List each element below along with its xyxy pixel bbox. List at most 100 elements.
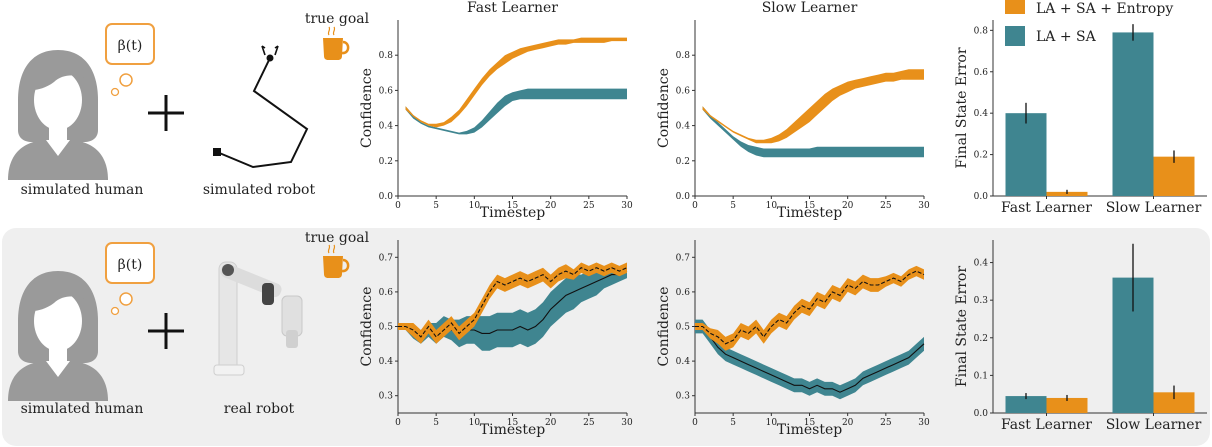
y-tick-label: 0.4	[974, 109, 989, 119]
x-tick-label: 20	[842, 418, 854, 428]
x-tick-label: 25	[880, 201, 892, 211]
top-mug-icon	[321, 25, 350, 62]
bottom-plus-icon	[148, 313, 184, 349]
x-tick-label: 30	[621, 201, 633, 211]
x-tick-label: 0	[692, 201, 698, 211]
bar-la-sa	[1112, 32, 1154, 197]
category-label: Slow Learner	[1106, 417, 1202, 433]
top-thought-bubble: β(t)	[105, 23, 155, 97]
top-plus-icon	[148, 95, 184, 131]
x-tick-label: 15	[804, 418, 816, 428]
x-tick-label: 25	[583, 201, 595, 211]
x-axis-label: Timestep	[480, 205, 545, 221]
category-label: Fast Learner	[1001, 417, 1092, 433]
x-tick-label: 20	[545, 418, 557, 428]
x-tick-label: 25	[583, 418, 595, 428]
x-tick-label: 10	[469, 418, 481, 428]
y-tick-label: 0.4	[974, 259, 989, 269]
x-tick-label: 10	[469, 201, 481, 211]
chart-bottom-slow-learner: 0.3 0.4 0.5 0.6 0.7 Confidence 0 5 10 15 20 25 30 Tim…	[656, 240, 930, 438]
x-tick-label: 30	[918, 418, 930, 428]
category-label: Slow Learner	[1106, 200, 1202, 216]
y-axis-label: Confidence	[656, 68, 672, 148]
top-goal-label: true goal	[305, 11, 370, 27]
bottom-mug-icon	[321, 243, 350, 280]
x-tick-label: 25	[880, 418, 892, 428]
y-tick-label: 0.6	[379, 86, 394, 96]
legend-swatch-entropy	[1005, 0, 1025, 14]
series-band-la-sa-entropy	[405, 37, 627, 128]
bottom-thought-bubble: β(t)	[105, 242, 155, 316]
y-axis-label: Final State Error	[954, 47, 970, 168]
legend: LA + SA + Entropy LA + SA	[1005, 0, 1173, 46]
x-tick-label: 5	[433, 418, 439, 428]
y-tick-label: 0.5	[676, 323, 691, 333]
y-tick-label: 0.8	[974, 26, 989, 36]
x-tick-label: 15	[507, 201, 519, 211]
x-tick-label: 30	[918, 201, 930, 211]
y-tick-label: 0.8	[379, 51, 394, 61]
top-human-label: simulated human	[21, 182, 144, 198]
y-tick-label: 0.6	[379, 288, 394, 298]
chart-bottom-final-state-error: 0.0 0.1 0.2 0.3 0.4 Final State Error Fast Lea…	[954, 240, 1207, 433]
top-robot-arm-icon	[213, 45, 309, 169]
category-label: Fast Learner	[1001, 200, 1092, 216]
bar-la-sa-entropy	[1153, 156, 1195, 196]
y-axis-label: Confidence	[359, 68, 375, 148]
x-tick-label: 5	[730, 201, 736, 211]
bottom-human-label: simulated human	[21, 401, 144, 417]
y-tick-label: 0.6	[676, 288, 691, 298]
x-tick-label: 10	[766, 201, 778, 211]
y-tick-label: 0.7	[379, 253, 394, 263]
y-tick-label: 0.0	[974, 192, 989, 202]
y-tick-label: 0.4	[379, 122, 394, 132]
bottom-robot-label: real robot	[224, 401, 295, 417]
chart-top-fast-learner: 0.0 0.2 0.4 0.6 0.8 Confidence 0 5 10 15 20 25 30 Tim…	[359, 0, 633, 221]
y-tick-label: 0.2	[974, 151, 988, 161]
y-tick-label: 0.2	[676, 157, 690, 167]
y-tick-label: 0.4	[676, 122, 691, 132]
x-tick-label: 20	[842, 201, 854, 211]
y-tick-label: 0.1	[974, 371, 988, 381]
y-tick-label: 0.5	[379, 323, 394, 333]
x-tick-label: 5	[730, 418, 736, 428]
series-band-la-sa	[405, 88, 627, 135]
bottom-real-robot-icon	[213, 261, 303, 376]
chart-title: Fast Learner	[467, 0, 558, 16]
y-axis-label: Confidence	[359, 287, 375, 367]
x-tick-label: 15	[804, 201, 816, 211]
series-band-la-sa-entropy	[398, 262, 627, 344]
y-tick-label: 0.0	[676, 192, 691, 202]
chart-top-slow-learner: 0.0 0.2 0.4 0.6 0.8 Confidence 0 5 10 15 20 25 30 Tim…	[656, 0, 930, 221]
series-band-la-sa	[695, 319, 924, 400]
bar-la-sa-entropy	[1153, 392, 1195, 413]
y-tick-label: 0.4	[676, 357, 691, 367]
y-tick-label: 0.3	[379, 392, 394, 402]
bar-la-sa-entropy	[1046, 397, 1088, 413]
x-axis-label: Timestep	[777, 205, 842, 221]
y-tick-label: 0.2	[974, 334, 988, 344]
top-thought-text: β(t)	[118, 38, 143, 54]
y-axis-label: Confidence	[656, 287, 672, 367]
y-tick-label: 0.6	[676, 86, 691, 96]
x-axis-label: Timestep	[777, 422, 842, 438]
legend-swatch-lasa	[1005, 26, 1025, 46]
series-band-la-sa	[702, 106, 924, 158]
top-human-icon	[8, 50, 108, 180]
y-tick-label: 0.0	[379, 192, 394, 202]
bottom-thought-text: β(t)	[118, 257, 143, 273]
x-axis-label: Timestep	[480, 422, 545, 438]
y-axis-label: Final State Error	[954, 266, 970, 387]
x-tick-label: 0	[692, 418, 698, 428]
y-tick-label: 0.6	[974, 68, 989, 78]
bottom-human-icon	[8, 271, 108, 401]
series-band-la-sa-entropy	[702, 69, 924, 144]
y-tick-label: 0.8	[676, 51, 691, 61]
y-tick-label: 0.3	[974, 296, 989, 306]
y-tick-label: 0.7	[676, 253, 691, 263]
y-tick-label: 0.4	[379, 357, 394, 367]
x-tick-label: 5	[433, 201, 439, 211]
series-mean-la-sa-entropy	[695, 270, 925, 345]
chart-top-final-state-error: 0.0 0.2 0.4 0.6 0.8 Final State Error Fast Lea…	[954, 20, 1207, 216]
